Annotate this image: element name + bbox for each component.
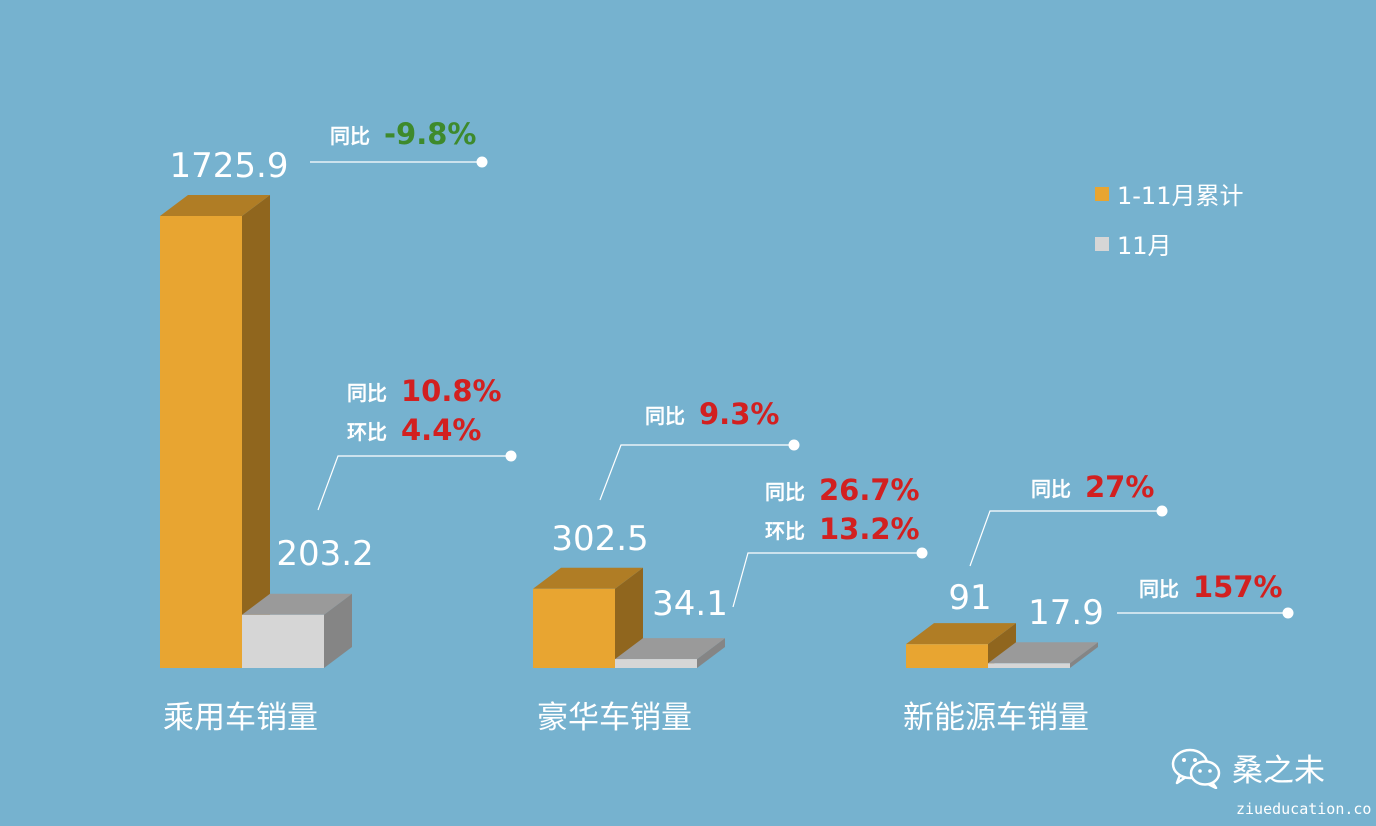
- brand: 桑之未: [1170, 745, 1325, 790]
- annotation-key: 同比: [1031, 476, 1071, 501]
- annotation-value: -9.8%: [384, 117, 477, 151]
- wechat-icon: [1171, 748, 1221, 789]
- leader-end-dot: [476, 156, 488, 168]
- annotation-value: 13.2%: [819, 512, 920, 546]
- leader-lines-layer: [310, 156, 1294, 619]
- annotation-key: 同比: [347, 380, 387, 405]
- bar-side-face: [697, 638, 725, 668]
- legend-item-accumulated: 1-11月累计: [1095, 176, 1243, 211]
- annotation-value: 10.8%: [401, 374, 502, 408]
- annotation-2-row-1: 同比 10.8%: [347, 374, 502, 408]
- annotation-value: 27%: [1085, 470, 1155, 504]
- bar-top-face: [906, 623, 1016, 645]
- annotation-key: 同比: [645, 403, 685, 428]
- bar-passenger-month: [242, 593, 352, 668]
- annotation-leader-3: [599, 439, 800, 501]
- legend-label-month: 11月: [1117, 232, 1172, 260]
- annotation-value: 157%: [1193, 570, 1283, 604]
- category-label-luxury: 豪华车销量: [537, 700, 692, 736]
- annotation-leader-1: [310, 156, 488, 168]
- bar-front-face: [533, 588, 615, 668]
- bar-luxury-month: [615, 638, 725, 668]
- annotation-key: 同比: [1139, 576, 1179, 601]
- bar-side-face: [1070, 642, 1098, 668]
- annotation-4-row-1: 同比 26.7%: [765, 473, 920, 507]
- bar-side-face: [324, 593, 352, 668]
- bar-front-face: [242, 614, 324, 668]
- annotation-5-row-1: 同比 27%: [1031, 470, 1154, 504]
- legend-swatch-accumulated: [1095, 186, 1109, 201]
- annotation-4-row-2: 环比 13.2%: [765, 512, 920, 546]
- bar-side-face: [988, 623, 1016, 668]
- leader-end-dot: [788, 439, 800, 451]
- brand-name: 桑之未: [1232, 753, 1325, 789]
- value-label-passenger-month: 203.2: [276, 534, 373, 574]
- leader-end-dot: [916, 547, 928, 559]
- bars-layer: [160, 195, 1098, 668]
- annotation-2-row-2: 环比 4.4%: [347, 413, 481, 447]
- bar-nev-accumulated: [906, 623, 1016, 668]
- annotation-leader-6: [1117, 607, 1294, 619]
- category-label-nev: 新能源车销量: [903, 700, 1089, 736]
- annotation-3-row-1: 同比 9.3%: [645, 397, 779, 431]
- watermark-url: ziueducation.co: [1236, 800, 1372, 818]
- annotation-6-row-1: 同比 157%: [1139, 570, 1283, 604]
- value-label-luxury-accumulated: 302.5: [551, 519, 648, 559]
- value-label-passenger-accumulated: 1725.9: [170, 146, 289, 186]
- bar-passenger-accumulated: [160, 195, 270, 668]
- annotation-key: 同比: [330, 123, 370, 148]
- bar-nev-month: [988, 642, 1098, 668]
- legend-item-month: 11月: [1095, 226, 1172, 261]
- annotation-key: 环比: [765, 518, 805, 543]
- bar-luxury-accumulated: [533, 567, 643, 668]
- value-labels-layer: 1725.9 203.2 302.534.1 91 17.9: [170, 146, 1104, 633]
- annotation-key: 环比: [347, 419, 387, 444]
- annotation-value: 4.4%: [401, 413, 482, 447]
- annotation-key: 同比: [765, 479, 805, 504]
- bar-top-face: [242, 593, 352, 615]
- bar-side-face: [242, 195, 270, 668]
- legend-swatch-month: [1095, 236, 1109, 251]
- annotation-1-row-1: 同比 -9.8%: [330, 117, 476, 151]
- annotation-leader-2: [317, 450, 517, 511]
- bar-top-face: [615, 638, 725, 660]
- annotation-leader-5: [969, 505, 1168, 567]
- leader-end-dot: [505, 450, 517, 462]
- bar-top-face: [533, 567, 643, 589]
- bar-front-face: [988, 663, 1070, 668]
- legend-label-accumulated: 1-11月累计: [1117, 182, 1244, 210]
- bar-front-face: [615, 659, 697, 668]
- annotation-value: 9.3%: [699, 397, 780, 431]
- value-label-luxury-month: 34.1: [652, 584, 728, 624]
- bar-front-face: [160, 216, 242, 668]
- value-label-nev-month: 17.9: [1028, 593, 1104, 633]
- value-label-nev-accumulated: 91: [948, 578, 991, 618]
- bar-side-face: [615, 567, 643, 668]
- annotation-value: 26.7%: [819, 473, 920, 507]
- bar-top-face: [988, 642, 1098, 664]
- category-label-passenger: 乘用车销量: [163, 700, 318, 736]
- annotation-leader-4: [732, 547, 928, 608]
- bar-front-face: [906, 644, 988, 668]
- leader-end-dot: [1282, 607, 1294, 619]
- leader-end-dot: [1156, 505, 1168, 517]
- bar-top-face: [160, 195, 270, 216]
